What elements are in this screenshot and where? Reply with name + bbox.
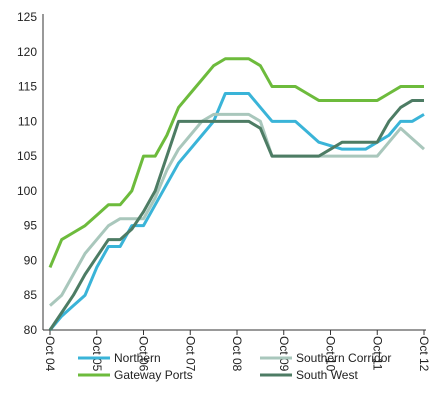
series-line <box>48 98 424 331</box>
x-tick-label: Oct 10 <box>324 336 338 372</box>
legend-label: South West <box>296 368 358 382</box>
legend-label: Southern Corridor <box>296 351 391 365</box>
x-tick-label: Oct 07 <box>183 336 197 372</box>
y-tick-label: 120 <box>17 45 37 59</box>
series-line <box>48 92 425 331</box>
y-tick-label: 105 <box>17 149 37 163</box>
y-tick-label: 85 <box>24 288 38 302</box>
y-tick-label: 80 <box>24 323 38 337</box>
y-tick-label: 125 <box>17 10 37 24</box>
y-tick-label: 110 <box>18 114 37 128</box>
x-tick-label: Oct 09 <box>277 336 291 372</box>
y-tick-label: 95 <box>24 219 38 233</box>
legend-label: Gateway Ports <box>114 368 193 382</box>
series-line <box>48 57 424 268</box>
y-tick-label: 115 <box>18 80 37 94</box>
x-tick-label: Oct 06 <box>137 336 151 372</box>
legend-label: Northern <box>114 351 161 365</box>
x-tick-label: Oct 08 <box>230 336 244 372</box>
x-tick-label: Oct 04 <box>43 336 57 372</box>
y-tick-label: 90 <box>24 253 38 267</box>
y-tick-label: 100 <box>17 184 37 198</box>
x-tick-label: Oct 11 <box>370 336 384 371</box>
x-tick-label: Oct 05 <box>90 336 104 372</box>
x-tick-label: Oct 12 <box>417 336 431 372</box>
series-line <box>49 112 425 307</box>
